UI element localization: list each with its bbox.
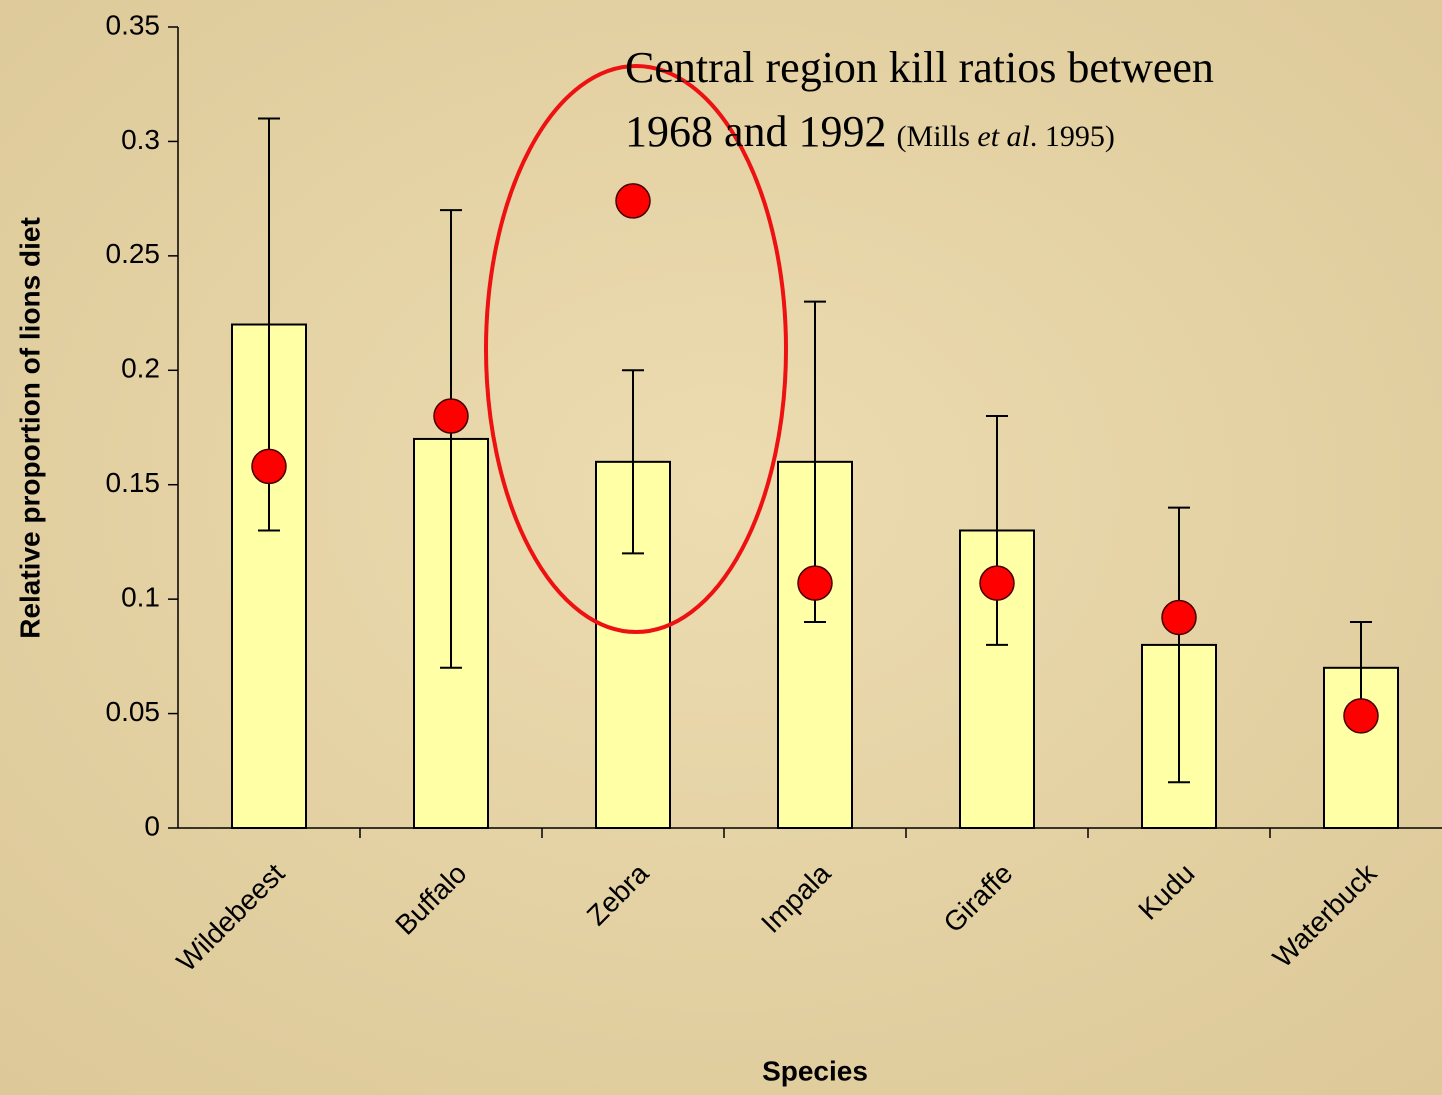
citation: . 1995) [1030, 120, 1115, 153]
y-tick-label: 0 [144, 810, 160, 841]
y-tick-label: 0.1 [121, 582, 160, 613]
annotation-line: 1968 and 1992 [625, 107, 887, 156]
y-axis-title: Relative proportion of lions diet [14, 217, 45, 639]
error-bar [1168, 506, 1190, 784]
highlight-ellipse [484, 64, 788, 634]
x-axis-title: Species [762, 1055, 868, 1086]
point [433, 398, 469, 434]
point [1161, 599, 1197, 636]
citation: (Mills [897, 120, 978, 153]
error-bar [440, 209, 462, 669]
y-tick-label: 0.05 [106, 696, 161, 727]
citation: et al [977, 120, 1030, 153]
y-tick-label: 0.3 [121, 124, 160, 155]
point [615, 183, 651, 219]
annotation: 1968 and 1992 (Mills et al. 1995) [625, 107, 1115, 156]
y-tick-label: 0.2 [121, 353, 160, 384]
y-tick-label: 0.25 [106, 238, 161, 269]
annotation: Central region kill ratios between [625, 43, 1214, 92]
point [797, 565, 833, 601]
y-tick-label: 0.15 [106, 467, 161, 498]
error-bar [986, 415, 1008, 646]
y-tick-label: 0.35 [106, 9, 161, 40]
point [1343, 698, 1379, 734]
point [979, 565, 1015, 601]
point [251, 448, 287, 485]
error-bar [622, 369, 644, 555]
annotation-line: Central region kill ratios between [625, 43, 1214, 92]
